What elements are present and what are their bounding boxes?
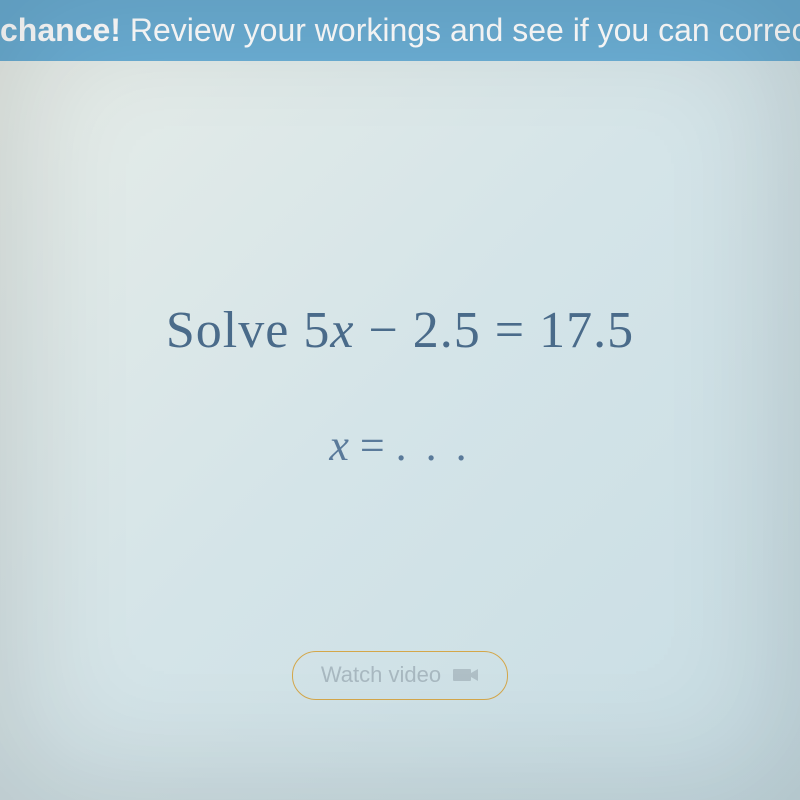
equation-left-const: 2.5 — [413, 302, 481, 359]
equation-variable: x — [330, 302, 354, 359]
equation-coeff: 5 — [303, 302, 330, 359]
answer-equals: = — [349, 421, 396, 470]
answer-line: x = . . . — [0, 420, 800, 471]
main-content: Solve 5x − 2.5 = 17.5 x = . . . Watch vi… — [0, 61, 800, 700]
answer-dots: . . . — [396, 421, 471, 470]
banner-plain-text: Review your workings and see if you can … — [121, 12, 800, 48]
video-icon — [453, 663, 479, 689]
equation-right-const: 17.5 — [539, 302, 634, 359]
equation-op: − — [354, 302, 412, 359]
banner-bold-text: chance! — [0, 12, 121, 48]
equation-prefix: Solve — [166, 302, 303, 359]
problem-equation: Solve 5x − 2.5 = 17.5 — [0, 301, 800, 360]
equation-equals: = — [481, 302, 539, 359]
watch-video-button[interactable]: Watch video — [292, 651, 508, 700]
answer-variable: x — [329, 421, 349, 470]
feedback-banner: chance! Review your workings and see if … — [0, 0, 800, 61]
watch-video-label: Watch video — [321, 662, 441, 687]
